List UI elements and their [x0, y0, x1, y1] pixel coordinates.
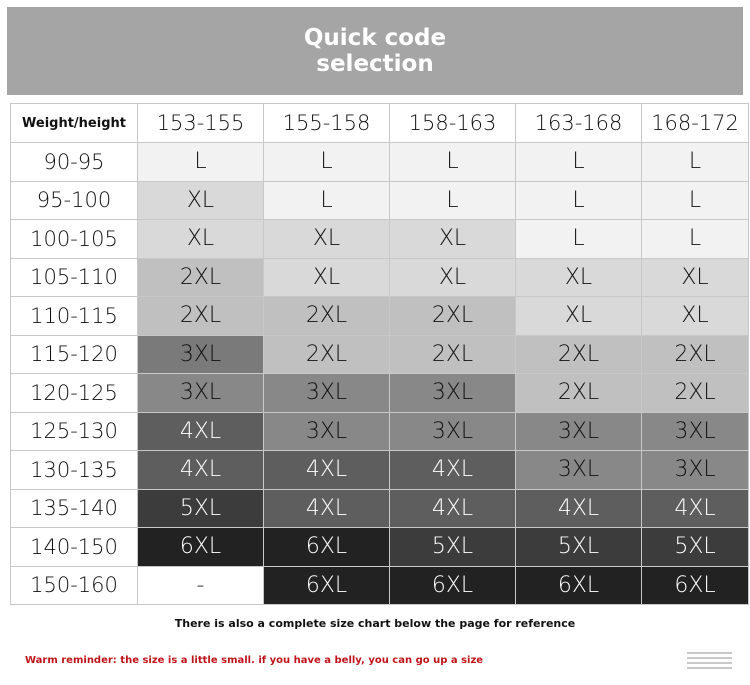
- size-cell: XL: [263, 219, 390, 259]
- size-cell: 4XL: [389, 450, 516, 490]
- table-row: 95-100 XL L L L L: [10, 180, 749, 220]
- weight-label: 110-115: [10, 296, 138, 336]
- size-cell: L: [389, 142, 516, 182]
- size-cell: 2XL: [515, 334, 642, 374]
- size-cell: 2XL: [389, 334, 516, 374]
- size-cell: 3XL: [137, 373, 264, 413]
- decorative-lines: [687, 652, 732, 672]
- size-cell: L: [137, 142, 264, 182]
- banner-title: Quick code selection: [303, 25, 447, 77]
- height-column-header: 163-168: [515, 103, 642, 143]
- weight-label: 95-100: [10, 180, 138, 220]
- size-cell: XL: [263, 257, 390, 297]
- size-cell: 6XL: [389, 565, 516, 605]
- header-row: Weight/height 153-155 155-158 158-163 163-16…: [10, 103, 749, 143]
- table-row: 130-135 4XL 4XL 4XL 3XL 3XL: [10, 450, 749, 490]
- size-cell: L: [641, 142, 749, 182]
- size-cell: 2XL: [641, 373, 749, 413]
- table-row: 100-105 XL XL XL L L: [10, 219, 749, 259]
- table-row: 105-110 2XL XL XL XL XL: [10, 257, 749, 297]
- weight-label: 100-105: [10, 219, 138, 259]
- weight-label: 105-110: [10, 257, 138, 297]
- warm-reminder: Warm reminder: the size is a little smal…: [25, 655, 484, 666]
- table-row: 135-140 5XL 4XL 4XL 4XL 4XL: [10, 488, 749, 528]
- weight-label: 90-95: [10, 142, 138, 182]
- size-cell: XL: [389, 219, 516, 259]
- weight-label: 135-140: [10, 488, 138, 528]
- size-cell: L: [389, 180, 516, 220]
- size-cell: 3XL: [263, 373, 390, 413]
- size-cell: 4XL: [263, 488, 390, 528]
- size-cell: 3XL: [641, 450, 749, 490]
- size-cell: 4XL: [137, 450, 264, 490]
- weight-label: 130-135: [10, 450, 138, 490]
- size-cell: L: [641, 180, 749, 220]
- size-cell: 6XL: [263, 527, 390, 567]
- size-cell: 2XL: [137, 296, 264, 336]
- size-cell: XL: [641, 296, 749, 336]
- size-cell: 5XL: [137, 488, 264, 528]
- size-cell: 6XL: [263, 565, 390, 605]
- size-cell: 4XL: [641, 488, 749, 528]
- size-cell: 2XL: [641, 334, 749, 374]
- size-cell: 2XL: [263, 334, 390, 374]
- size-cell: L: [263, 180, 390, 220]
- size-cell: 4XL: [137, 411, 264, 451]
- weight-label: 140-150: [10, 527, 138, 567]
- size-cell: XL: [515, 257, 642, 297]
- table-row: 125-130 4XL 3XL 3XL 3XL 3XL: [10, 411, 749, 451]
- weight-label: 115-120: [10, 334, 138, 374]
- title-banner: Quick code selection: [7, 7, 743, 95]
- size-cell: 5XL: [389, 527, 516, 567]
- size-cell: 3XL: [389, 411, 516, 451]
- size-cell: L: [263, 142, 390, 182]
- weight-label: 150-160: [10, 565, 138, 605]
- size-cell: 6XL: [641, 565, 749, 605]
- size-cell: 5XL: [515, 527, 642, 567]
- size-cell: 2XL: [137, 257, 264, 297]
- size-cell: 6XL: [515, 565, 642, 605]
- size-cell: 3XL: [515, 450, 642, 490]
- reference-note: There is also a complete size chart belo…: [174, 617, 576, 630]
- corner-label: Weight/height: [10, 103, 138, 143]
- table-row: 115-120 3XL 2XL 2XL 2XL 2XL: [10, 334, 749, 374]
- size-cell: 5XL: [641, 527, 749, 567]
- size-cell: XL: [515, 296, 642, 336]
- size-cell: 6XL: [137, 527, 264, 567]
- height-column-header: 153-155: [137, 103, 264, 143]
- size-cell: L: [515, 219, 642, 259]
- size-cell: L: [515, 142, 642, 182]
- height-column-header: 168-172: [641, 103, 749, 143]
- size-cell: XL: [137, 180, 264, 220]
- weight-label: 120-125: [10, 373, 138, 413]
- table-row: 140-150 6XL 6XL 5XL 5XL 5XL: [10, 527, 749, 567]
- size-cell: 4XL: [263, 450, 390, 490]
- size-cell: 4XL: [515, 488, 642, 528]
- size-cell: 3XL: [389, 373, 516, 413]
- size-cell: L: [641, 219, 749, 259]
- size-cell: 3XL: [263, 411, 390, 451]
- table-row: 150-160-6XL 6XL 6XL 6XL: [10, 565, 749, 605]
- size-chart-table: Weight/height 153-155 155-158 158-163 163-16…: [10, 103, 749, 605]
- size-cell: 2XL: [389, 296, 516, 336]
- size-cell: 4XL: [389, 488, 516, 528]
- size-cell: 3XL: [515, 411, 642, 451]
- height-column-header: 158-163: [389, 103, 516, 143]
- size-cell: 3XL: [137, 334, 264, 374]
- weight-label: 125-130: [10, 411, 138, 451]
- table-row: 110-115 2XL 2XL 2XL XL XL: [10, 296, 749, 336]
- size-cell: XL: [137, 219, 264, 259]
- size-cell: L: [515, 180, 642, 220]
- size-cell: 2XL: [515, 373, 642, 413]
- height-column-header: 155-158: [263, 103, 390, 143]
- table-row: 120-125 3XL 3XL 3XL 2XL 2XL: [10, 373, 749, 413]
- table-row: 90-95 L L L L L: [10, 142, 749, 182]
- size-cell: 2XL: [263, 296, 390, 336]
- size-cell: XL: [389, 257, 516, 297]
- size-cell: XL: [641, 257, 749, 297]
- size-cell: 3XL: [641, 411, 749, 451]
- size-cell: -: [137, 565, 264, 605]
